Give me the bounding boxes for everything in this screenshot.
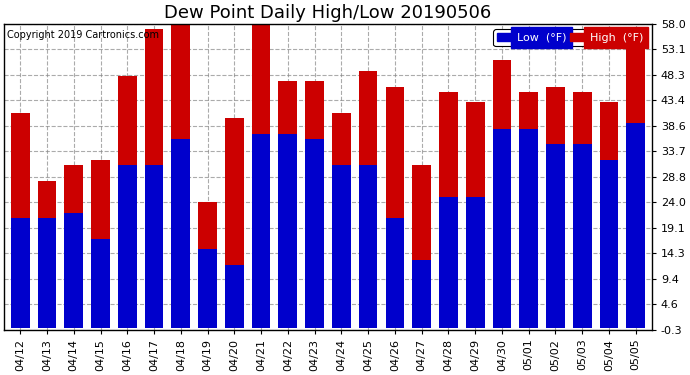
Bar bbox=[11, 218, 30, 328]
Bar bbox=[198, 202, 217, 328]
Bar bbox=[145, 165, 164, 328]
Bar bbox=[118, 165, 137, 328]
Bar bbox=[386, 87, 404, 328]
Bar bbox=[573, 144, 591, 328]
Bar bbox=[279, 81, 297, 328]
Bar bbox=[252, 134, 270, 328]
Bar bbox=[252, 24, 270, 328]
Bar bbox=[520, 129, 538, 328]
Bar bbox=[439, 92, 457, 328]
Bar bbox=[600, 102, 618, 328]
Bar bbox=[520, 92, 538, 328]
Bar bbox=[600, 160, 618, 328]
Bar bbox=[359, 165, 377, 328]
Bar bbox=[171, 24, 190, 328]
Bar bbox=[413, 260, 431, 328]
Bar bbox=[573, 92, 591, 328]
Bar bbox=[118, 76, 137, 328]
Bar bbox=[64, 213, 83, 328]
Bar bbox=[439, 197, 457, 328]
Bar bbox=[225, 265, 244, 328]
Title: Dew Point Daily High/Low 20190506: Dew Point Daily High/Low 20190506 bbox=[164, 4, 491, 22]
Text: Copyright 2019 Cartronics.com: Copyright 2019 Cartronics.com bbox=[8, 30, 159, 40]
Bar bbox=[546, 144, 565, 328]
Bar bbox=[225, 118, 244, 328]
Bar bbox=[546, 87, 565, 328]
Bar bbox=[466, 102, 484, 328]
Bar bbox=[64, 165, 83, 328]
Bar bbox=[466, 197, 484, 328]
Bar bbox=[627, 123, 645, 328]
Bar bbox=[279, 134, 297, 328]
Bar bbox=[145, 29, 164, 328]
Bar bbox=[359, 71, 377, 328]
Bar bbox=[493, 129, 511, 328]
Bar bbox=[332, 113, 351, 328]
Legend: Low  (°F), High  (°F): Low (°F), High (°F) bbox=[493, 29, 647, 46]
Bar bbox=[413, 165, 431, 328]
Bar bbox=[171, 139, 190, 328]
Bar bbox=[38, 218, 57, 328]
Bar bbox=[305, 81, 324, 328]
Bar bbox=[11, 113, 30, 328]
Bar bbox=[332, 165, 351, 328]
Bar bbox=[305, 139, 324, 328]
Bar bbox=[386, 218, 404, 328]
Bar bbox=[91, 239, 110, 328]
Bar bbox=[91, 160, 110, 328]
Bar bbox=[493, 60, 511, 328]
Bar bbox=[198, 249, 217, 328]
Bar bbox=[38, 181, 57, 328]
Bar bbox=[627, 45, 645, 328]
